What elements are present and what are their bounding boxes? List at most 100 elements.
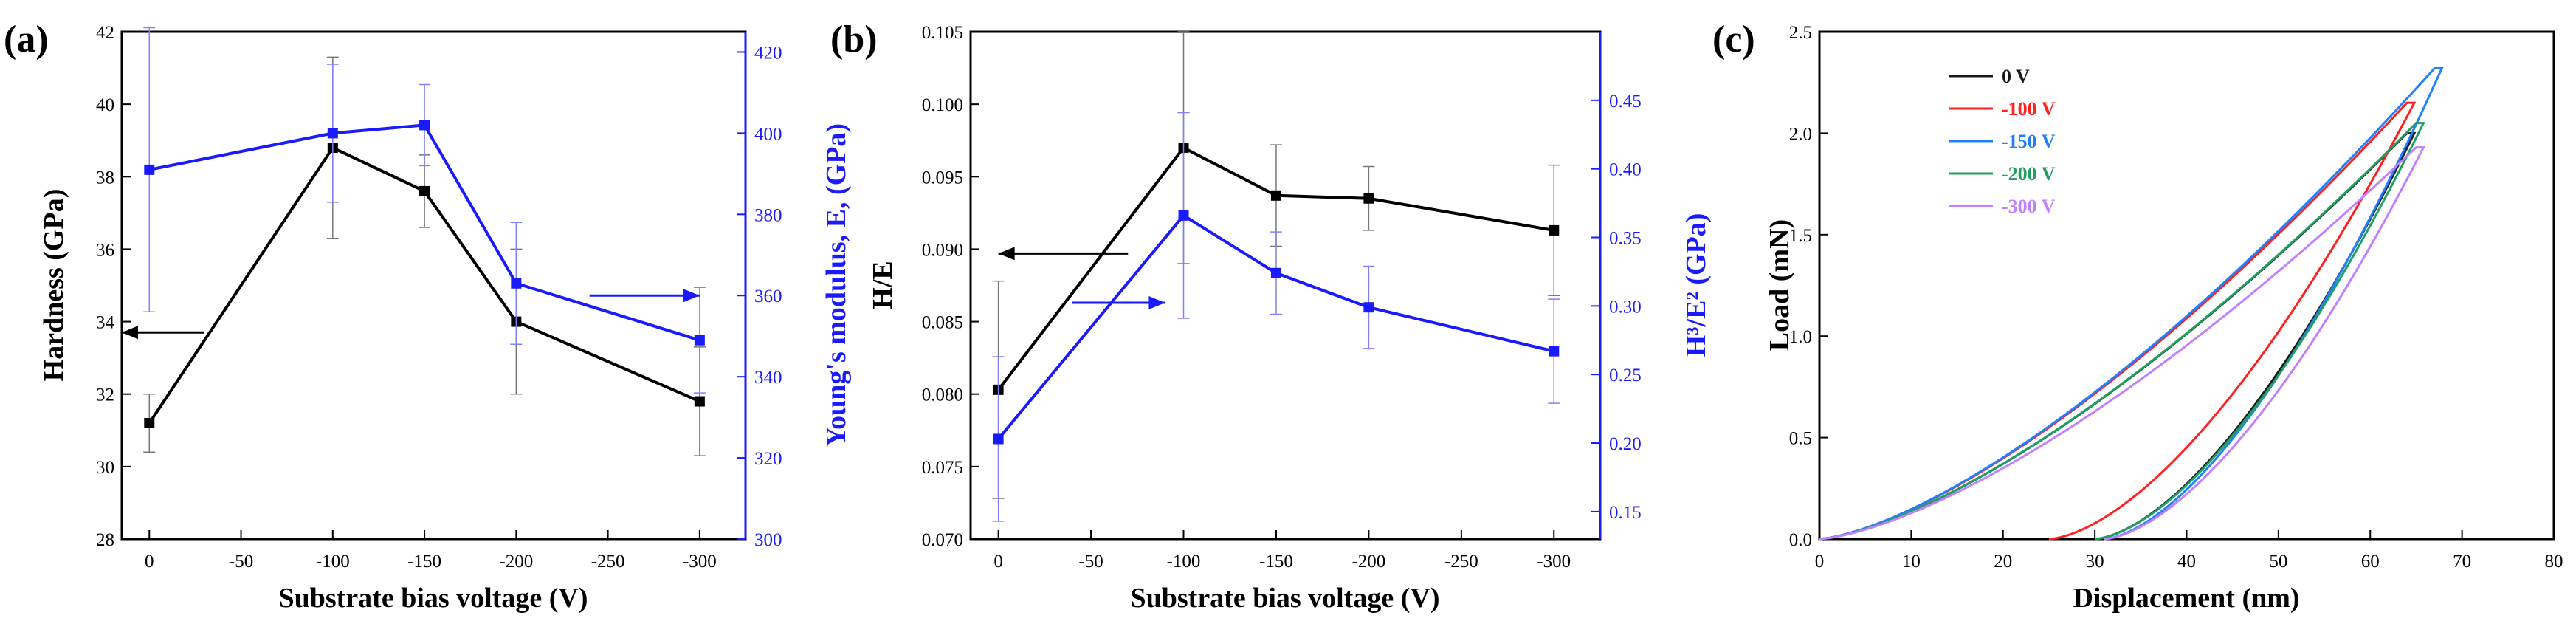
y-right-tick-label: 420 [754, 43, 782, 63]
y-axis-title: Load (mN) [1764, 219, 1795, 351]
load-curve [1819, 66, 2444, 541]
load-curve [1819, 131, 2417, 541]
y-tick-label: 1.5 [1789, 226, 1812, 246]
x-tick-label: 40 [2177, 552, 2196, 572]
y-right-tick-label: 300 [754, 530, 782, 550]
data-point [327, 128, 338, 139]
plot-frame [969, 30, 1602, 541]
x-tick-label: 0 [1815, 552, 1825, 572]
y-left-tick-label: 0.090 [922, 240, 963, 260]
y-right-tick-label: 0.40 [1609, 160, 1642, 180]
data-point [419, 185, 430, 196]
legend-label: -200 V [2002, 163, 2056, 185]
legend-label: -300 V [2002, 196, 2056, 217]
y-axis-right-title: Young's modulus, E, (GPa) [821, 123, 852, 447]
load-curve [1819, 122, 2425, 541]
y-left-tick-label: 40 [96, 95, 114, 115]
panel-b-ratio-chart: (b) 0 -50 -100 -150 -200 -250 -300 0.070 0.075 0… [830, 18, 1712, 614]
y-right-tick-label: 400 [754, 124, 782, 144]
arrow-head [683, 289, 700, 303]
data-point [694, 396, 705, 407]
x-tick-label: 70 [2453, 552, 2471, 572]
y-left-tick-label: 28 [96, 530, 114, 550]
x-tick-label: -50 [1078, 552, 1103, 572]
arrow-head [1148, 296, 1165, 310]
y-axis-left-title: H/E [867, 261, 898, 309]
y-left-tick-label: 0.070 [922, 530, 963, 550]
data-point [993, 433, 1004, 445]
x-tick-label: 80 [2545, 552, 2563, 572]
data-point [1270, 190, 1281, 201]
data-point [1270, 267, 1281, 278]
x-tick-label: 50 [2269, 552, 2287, 572]
y-right-tick-label: 340 [754, 368, 782, 388]
y-right-tick-label: 360 [754, 287, 782, 306]
x-tick-label: -300 [683, 552, 717, 572]
y-right-tick-label: 0.45 [1609, 92, 1642, 112]
y-left-tick-label: 42 [96, 23, 114, 43]
y-tick-label: 2.0 [1789, 124, 1812, 144]
y-axis-left-title: Hardness (GPa) [38, 189, 69, 382]
panel-c-load-displacement-chart: (c) 0 10 20 30 40 50 60 70 80 0.0 0.5 1.0 1.5 2.0 2.5… [1712, 18, 2563, 614]
data-point [694, 335, 705, 346]
y-right-tick-label: 0.20 [1609, 434, 1642, 454]
x-tick-label: -50 [229, 552, 253, 572]
y-left-tick-label: 0.080 [922, 385, 963, 405]
x-axis-title: Displacement (nm) [2073, 583, 2299, 614]
x-axis-title: Substrate bias voltage (V) [278, 583, 588, 614]
x-tick-label: 0 [145, 552, 154, 572]
y-right-tick-label: 320 [754, 449, 782, 469]
y-left-tick-label: 36 [96, 240, 114, 260]
x-tick-label: -300 [1537, 552, 1571, 572]
y-right-tick-label: 0.35 [1609, 229, 1642, 249]
legend-label: -150 V [2002, 131, 2056, 152]
x-tick-label: 20 [1994, 552, 2012, 572]
y-left-tick-label: 0.075 [922, 458, 963, 478]
y-left-tick-label: 34 [96, 313, 115, 333]
y-tick-label: 2.5 [1789, 23, 1812, 43]
x-tick-label: -150 [1259, 552, 1293, 572]
y-right-tick-label: 0.25 [1609, 366, 1642, 385]
panel-label: (a) [4, 18, 49, 61]
y-axis-right-title: H³/E² (GPa) [1681, 213, 1712, 357]
data-point [1363, 193, 1374, 204]
y-left-tick-label: 0.105 [922, 23, 963, 43]
y-right-tick-label: 0.30 [1609, 297, 1642, 317]
y-left-tick-label: 0.085 [922, 313, 963, 333]
y-left-tick-label: 38 [96, 168, 114, 188]
x-tick-label: 30 [2086, 552, 2104, 572]
y-right-tick-label: 380 [754, 205, 782, 225]
data-point [144, 164, 155, 175]
data-point [419, 120, 430, 131]
legend: 0 V -100 V -150 V -200 V -300 V [1949, 66, 2056, 217]
arrow-head [122, 326, 138, 340]
x-tick-label: -100 [316, 552, 350, 572]
y-left-tick-label: 30 [96, 458, 114, 478]
load-curve [1819, 146, 2425, 541]
y-left-tick-label: 32 [96, 385, 114, 405]
y-tick-label: 0.5 [1789, 429, 1812, 449]
data-point [1363, 302, 1374, 313]
x-tick-label: -200 [1351, 552, 1385, 572]
x-tick-label: 60 [2361, 552, 2380, 572]
x-tick-label: -200 [499, 552, 533, 572]
x-tick-label: -250 [591, 552, 625, 572]
y-tick-label: 1.0 [1789, 327, 1812, 347]
y-left-tick-label: 0.100 [922, 95, 963, 115]
plot-frame [120, 30, 747, 541]
data-point [1549, 346, 1560, 357]
panel-label: (b) [830, 18, 878, 61]
data-point [144, 417, 155, 428]
panel-a-hardness-modulus-chart: (a) 0 -50 -100 -150 -200 -250 -300 28 30 32 34 36 3… [4, 18, 852, 614]
x-axis-title: Substrate bias voltage (V) [1130, 583, 1439, 614]
legend-label: -100 V [2002, 98, 2056, 120]
x-tick-label: -150 [407, 552, 441, 572]
x-tick-label: 10 [1902, 552, 1921, 572]
arrow-head [998, 247, 1015, 261]
y-left-tick-label: 0.095 [922, 168, 963, 188]
data-point [1549, 224, 1560, 236]
data-point [1178, 210, 1189, 221]
data-point [511, 278, 522, 289]
y-right-tick-label: 0.15 [1609, 503, 1642, 523]
